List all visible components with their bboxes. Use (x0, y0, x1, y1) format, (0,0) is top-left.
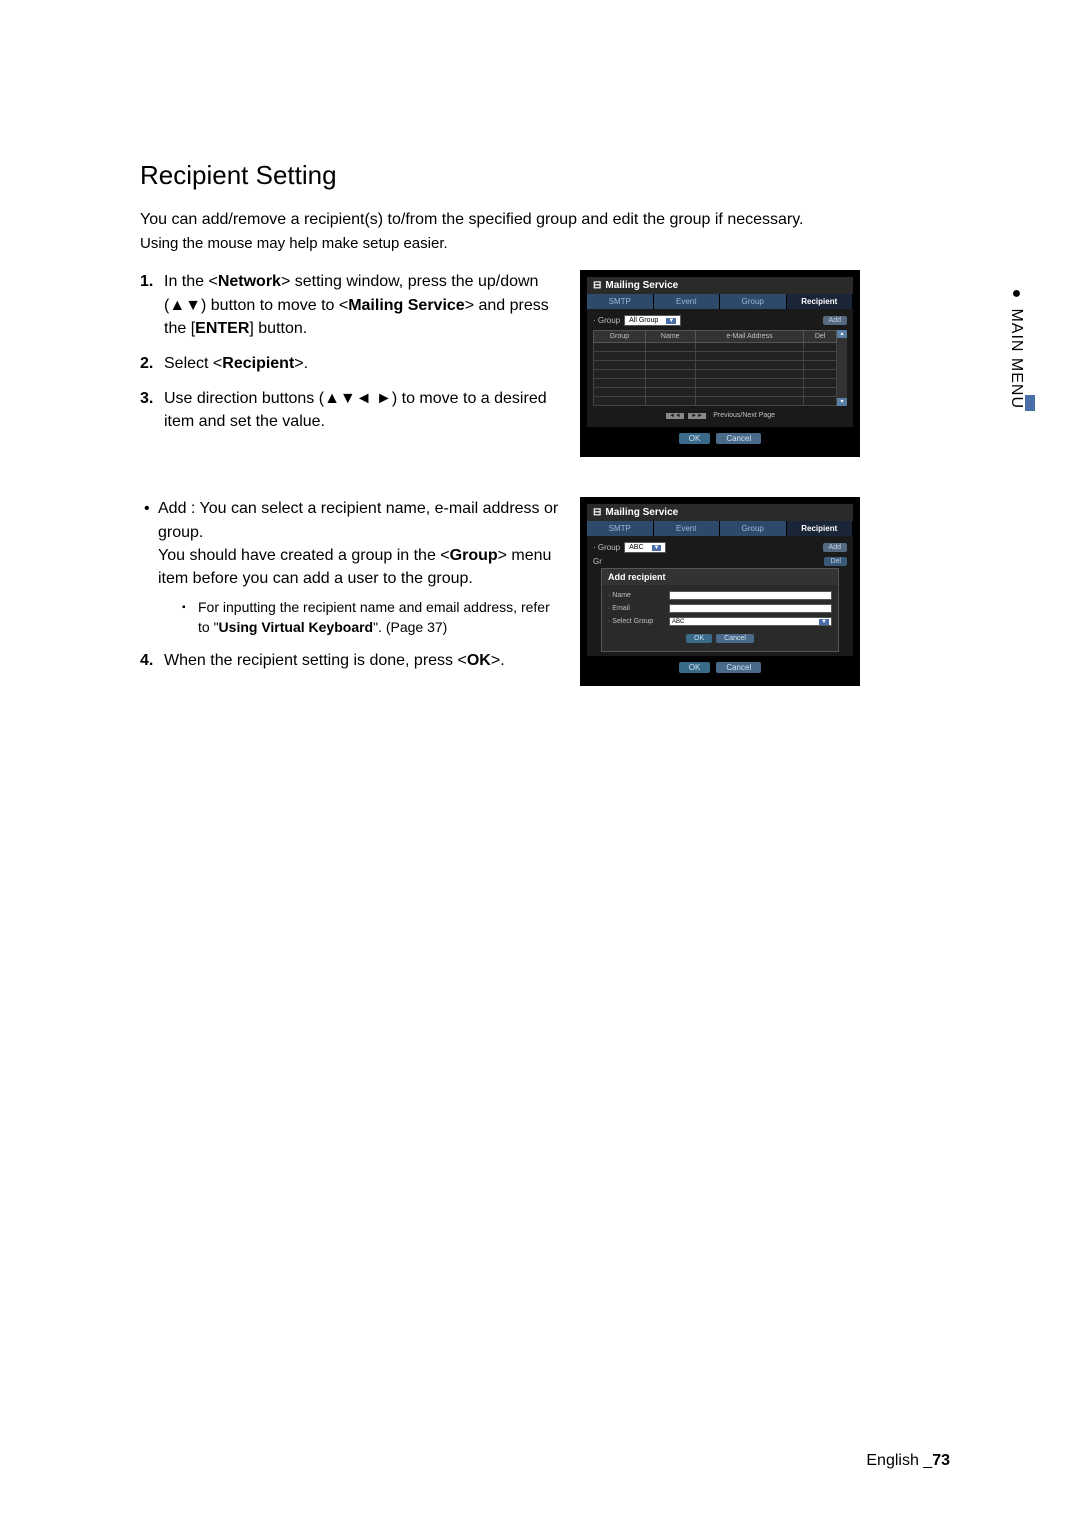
modal-group-label: · Select Group (608, 618, 663, 625)
scroll-up-icon[interactable]: ▴ (837, 330, 847, 338)
intro-sub-text: Using the mouse may help make setup easi… (140, 235, 950, 252)
mock-mailing-service-2: ⊟ Mailing Service SMTP Event Group Recip… (580, 497, 860, 686)
chevron-down-icon: ▼ (666, 318, 676, 324)
ok-button[interactable]: OK (679, 433, 711, 444)
subbullet-virtual-keyboard: For inputting the recipient name and ema… (182, 598, 560, 637)
nav-row: ◄◄ ►► Previous/Next Page (593, 406, 847, 421)
footer-buttons: OK Cancel (587, 427, 853, 450)
nav-label: Previous/Next Page (713, 412, 775, 419)
recipient-table: Group Name e-Mail Address Del (593, 330, 837, 406)
col-group: Group (594, 331, 646, 343)
add-button[interactable]: Add (823, 543, 847, 552)
side-label-text: MAIN MENU (1008, 308, 1025, 409)
del-button[interactable]: Del (824, 557, 847, 566)
next-page-button[interactable]: ►► (688, 413, 706, 419)
screenshot-1: ⊟ Mailing Service SMTP Event Group Recip… (580, 270, 860, 457)
prev-page-button[interactable]: ◄◄ (666, 413, 684, 419)
modal-group-select[interactable]: ABC ▼ (669, 617, 832, 626)
cancel-button[interactable]: Cancel (716, 662, 761, 673)
steps-1-3: In the <Network> setting window, press t… (140, 270, 560, 457)
modal-email-input[interactable] (669, 604, 832, 613)
table-row (594, 397, 837, 406)
del-row: Gr Del (593, 557, 847, 566)
group-dropdown[interactable]: All Group▼ (624, 315, 681, 326)
ok-button[interactable]: OK (679, 662, 711, 673)
tab-recipient[interactable]: Recipient (787, 521, 854, 536)
cancel-button[interactable]: Cancel (716, 433, 761, 444)
col-del: Del (804, 331, 837, 343)
window-icon: ⊟ (593, 280, 601, 291)
window-title: ⊟ Mailing Service (587, 504, 853, 521)
col-name: Name (645, 331, 695, 343)
screenshot-2: ⊟ Mailing Service SMTP Event Group Recip… (580, 497, 860, 686)
group-label: · Group (593, 316, 620, 325)
modal-email-row: · Email (608, 604, 832, 613)
tabs-row: SMTP Event Group Recipient (587, 521, 853, 536)
table-row (594, 352, 837, 361)
mock-body: · Group All Group▼ Add Group Nam (587, 309, 853, 427)
window-title: ⊟ Mailing Service (587, 277, 853, 294)
modal-buttons: OK Cancel (608, 630, 832, 645)
page-content: ● MAIN MENU Recipient Setting You can ad… (0, 0, 1080, 786)
table-row (594, 370, 837, 379)
chevron-down-icon: ▼ (819, 619, 829, 625)
col-email: e-Mail Address (695, 331, 803, 343)
footer-page-number: 73 (932, 1452, 950, 1469)
table-row (594, 343, 837, 352)
step-2: Select <Recipient>. (140, 352, 560, 375)
step-1: In the <Network> setting window, press t… (140, 270, 560, 340)
intro-text: You can add/remove a recipient(s) to/fro… (140, 209, 950, 231)
tab-group[interactable]: Group (720, 521, 787, 536)
side-bullet: ● (1008, 285, 1025, 308)
step-3: Use direction buttons (▲▼◄ ►) to move to… (140, 387, 560, 433)
modal-group-row: · Select Group ABC ▼ (608, 617, 832, 626)
footer-buttons: OK Cancel (587, 656, 853, 679)
mock-mailing-service-1: ⊟ Mailing Service SMTP Event Group Recip… (580, 270, 860, 457)
table-row (594, 388, 837, 397)
group-row: · Group ABC▼ Add (593, 542, 847, 553)
side-accent (1025, 395, 1035, 411)
step-4: When the recipient setting is done, pres… (140, 649, 560, 672)
add-button[interactable]: Add (823, 316, 847, 325)
tab-recipient[interactable]: Recipient (787, 294, 854, 309)
block-1: In the <Network> setting window, press t… (140, 270, 950, 457)
bullet-add: Add : You can select a recipient name, e… (140, 497, 560, 637)
group-label: · Group (593, 543, 620, 552)
block-2: Add : You can select a recipient name, e… (140, 497, 950, 686)
modal-name-input[interactable] (669, 591, 832, 600)
tab-group[interactable]: Group (720, 294, 787, 309)
scroll-down-icon[interactable]: ▾ (837, 398, 847, 406)
modal-cancel-button[interactable]: Cancel (716, 634, 754, 643)
page-footer: English _73 (866, 1452, 950, 1470)
side-tab: ● MAIN MENU (1007, 285, 1025, 409)
tab-smtp[interactable]: SMTP (587, 294, 654, 309)
modal-ok-button[interactable]: OK (686, 634, 712, 643)
tab-smtp[interactable]: SMTP (587, 521, 654, 536)
modal-name-label: · Name (608, 592, 663, 599)
block-2-text: Add : You can select a recipient name, e… (140, 497, 560, 686)
table-row (594, 361, 837, 370)
modal-body: · Name · Email · Select Group ABC ▼ (602, 585, 838, 651)
table-row (594, 379, 837, 388)
footer-lang: English _ (866, 1452, 932, 1469)
table-wrap: Group Name e-Mail Address Del (593, 330, 847, 406)
modal-name-row: · Name (608, 591, 832, 600)
modal-title: Add recipient (602, 569, 838, 585)
add-recipient-modal: Add recipient · Name · Email · Select Gr… (601, 568, 839, 652)
window-icon: ⊟ (593, 507, 601, 518)
chevron-down-icon: ▼ (652, 545, 662, 551)
tab-event[interactable]: Event (654, 294, 721, 309)
tabs-row: SMTP Event Group Recipient (587, 294, 853, 309)
group-dropdown[interactable]: ABC▼ (624, 542, 666, 553)
scrollbar[interactable]: ▴ ▾ (837, 330, 847, 406)
tab-event[interactable]: Event (654, 521, 721, 536)
modal-email-label: · Email (608, 605, 663, 612)
section-title: Recipient Setting (140, 160, 950, 191)
group-row: · Group All Group▼ Add (593, 315, 847, 326)
